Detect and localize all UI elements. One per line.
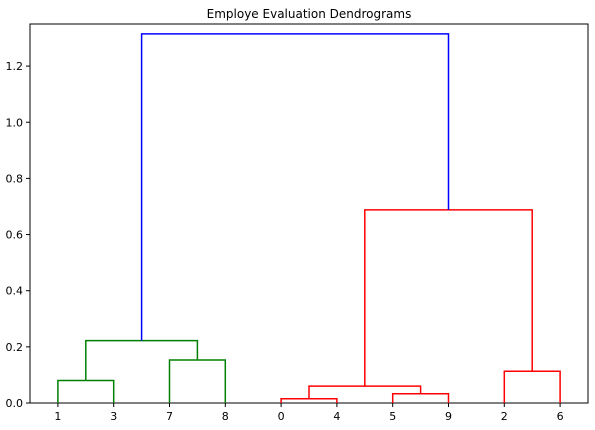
y-tick-label: 0.0 (6, 397, 24, 410)
leaf-label: 0 (278, 410, 285, 423)
leaf-label: 1 (54, 410, 61, 423)
chart-title: Employe Evaluation Dendrograms (207, 7, 412, 21)
leaf-label: 3 (110, 410, 117, 423)
dendrogram-links (58, 34, 560, 403)
cluster-link (309, 386, 421, 399)
leaf-label: 8 (222, 410, 229, 423)
y-axis: 0.0 0.2 0.4 0.6 0.8 1.0 1.2 (6, 60, 31, 410)
cluster-link (170, 360, 226, 403)
cluster-link (142, 34, 449, 341)
y-tick-label: 1.2 (6, 60, 24, 73)
leaf-label: 2 (501, 410, 508, 423)
cluster-link (58, 381, 114, 403)
leaf-label: 7 (166, 410, 173, 423)
plot-frame (30, 24, 588, 403)
cluster-link (393, 394, 449, 403)
leaf-label: 5 (389, 410, 396, 423)
leaf-label: 6 (557, 410, 564, 423)
leaf-label: 4 (333, 410, 340, 423)
leaf-label: 9 (445, 410, 452, 423)
x-axis: 1 3 7 8 0 4 5 9 2 6 (54, 403, 563, 423)
y-tick-label: 1.0 (6, 116, 24, 129)
y-tick-label: 0.6 (6, 229, 24, 242)
cluster-link (365, 210, 532, 386)
cluster-link (281, 399, 337, 403)
y-tick-label: 0.2 (6, 341, 24, 354)
cluster-link (504, 371, 560, 403)
y-tick-label: 0.8 (6, 172, 24, 185)
y-tick-label: 0.4 (6, 285, 24, 298)
